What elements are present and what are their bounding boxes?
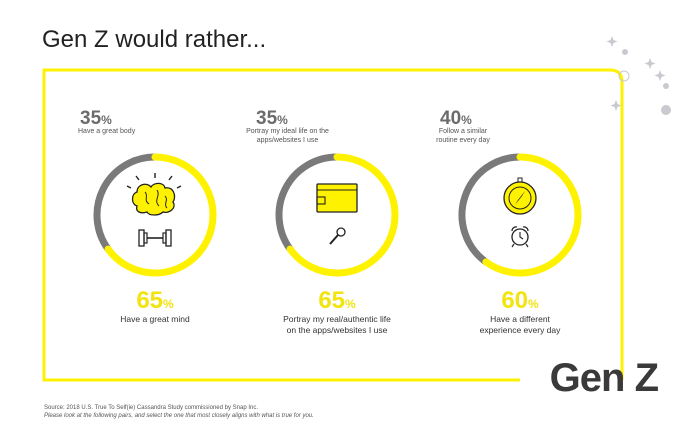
- page-title: Gen Z would rather...: [42, 26, 267, 53]
- dumbbell-icon: [138, 229, 172, 247]
- donut-2-top-arc: [275, 153, 341, 253]
- bottom-percent-2: 65%: [318, 287, 356, 314]
- top-label-2: Portray my ideal life on the apps/websit…: [246, 128, 329, 144]
- donut-1-top-arc: [93, 153, 159, 253]
- donut-3: [458, 153, 582, 277]
- top-label-3: Follow a similar routine every day: [436, 128, 490, 144]
- bottom-percent-1: 65%: [136, 287, 174, 314]
- question-line: Please look at the following pairs, and …: [44, 413, 314, 419]
- donut-2: [275, 153, 399, 277]
- donut-1: [93, 153, 217, 277]
- brand-logo: Gen Z: [549, 356, 659, 400]
- sparkle-icon: [606, 36, 671, 115]
- top-label-1: Have a great body: [78, 128, 136, 135]
- top-percent-3: 40%: [440, 108, 472, 129]
- donut-3-top-arc: [458, 153, 524, 266]
- donut-1-bottom-arc: [104, 153, 217, 277]
- frame-corner-ring: [618, 70, 630, 82]
- donut-2-bottom-arc: [286, 153, 399, 277]
- bottom-label-3: Have a different experience every day: [479, 314, 561, 335]
- brain-icon: [126, 173, 182, 216]
- compass-icon: [503, 177, 537, 215]
- source-note: Source: 2018 U.S. True To Self(ie) Cassa…: [44, 404, 314, 420]
- bottom-label-2: Portray my real/authentic life on the ap…: [283, 314, 391, 335]
- top-percent-2: 35%: [256, 108, 288, 129]
- microphone-icon: [329, 227, 346, 245]
- bottom-percent-3: 60%: [501, 287, 539, 314]
- top-percent-1: 35%: [80, 108, 112, 129]
- donut-3-bottom-arc: [482, 153, 582, 277]
- wallet-icon: [316, 183, 358, 213]
- bottom-label-1: Have a great mind: [120, 314, 190, 324]
- alarm-clock-icon: [511, 226, 529, 248]
- source-line: Source: 2018 U.S. True To Self(ie) Cassa…: [44, 405, 258, 411]
